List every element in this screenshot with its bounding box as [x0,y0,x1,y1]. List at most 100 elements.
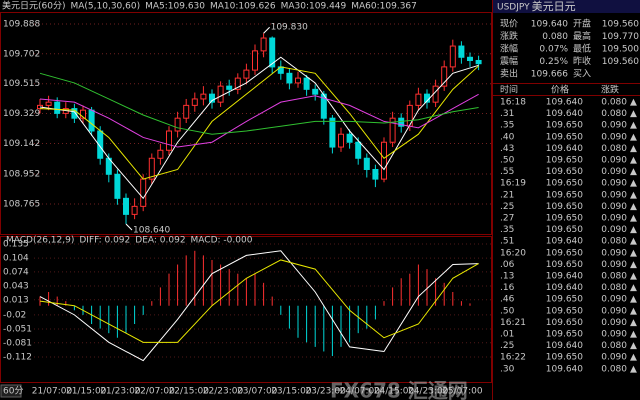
candle-body [217,85,224,103]
candle-body [123,197,129,215]
ticks-header: 时间 [500,84,518,96]
quote-label: 涨幅 [500,43,518,55]
candle-body [71,108,78,119]
tick-time: .35 [500,225,514,235]
candle-body [346,133,353,143]
candle-body [338,133,344,148]
candle-body [166,130,172,151]
ma-line [39,56,479,200]
tick-arrow: ▲ [630,98,637,108]
x-tick-label: 23/23:00 [305,387,346,397]
tick-price: 109.650 [546,202,583,212]
quote-label: 最低 [573,43,591,55]
tick-arrow: ▲ [630,214,637,224]
watermark: FX678 汇通网 [330,379,468,400]
tick-price: 109.650 [546,121,583,131]
y-tick-label: 109.142 [3,139,40,149]
candle-body [88,109,95,132]
tick-arrow: ▲ [630,283,637,293]
quote-label: 现价 [500,19,518,30]
tick-price: 109.650 [546,330,583,340]
candle-body [475,59,482,65]
candle-body [260,37,267,52]
tick-price: 109.640 [546,364,583,374]
quote-label: 买入 [573,69,591,80]
annotation-pointer [263,26,270,34]
candle-body [234,77,241,90]
tick-change: 0.080 [601,98,627,108]
candle-body [200,93,207,100]
annotation-pointer [125,223,133,231]
tick-arrow: ▲ [630,260,637,270]
tick-time: .40 [500,132,515,142]
candle-body [458,45,465,58]
tick-time: .01 [500,330,514,340]
candle-body [441,66,448,87]
tick-time: 16:21 [500,318,526,328]
quote-value: 109.560 [602,57,639,67]
tick-price: 109.640 [546,237,583,247]
tick-price: 109.650 [546,295,583,305]
tick-time: .06 [500,260,515,270]
tick-change: 0.090 [601,167,627,177]
tick-time: 16:18 [500,98,526,108]
candle-body [148,157,155,180]
x-tick-label: 24/15:00 [374,387,415,397]
quote-label: 最高 [573,30,591,42]
candle-body [269,37,276,68]
quote-label: 震幅 [500,55,518,67]
y-tick-label: 0.043 [3,282,29,292]
tick-time: .27 [500,214,514,224]
candle-body [183,104,190,119]
candle-body [80,109,86,119]
tick-arrow: ▲ [630,167,637,177]
tick-arrow: ▲ [630,306,637,316]
candle-body [363,157,370,170]
quote-label: 涨跌 [500,31,518,42]
tick-change: 0.090 [601,353,627,363]
y-tick-label: -0.051 [3,325,32,335]
tick-price: 109.650 [546,306,583,316]
macd-line [39,259,479,343]
tick-change: 0.080 [601,283,627,293]
tick-price: 109.640 [546,341,583,351]
macd-line [39,250,479,362]
tick-time: .50 [500,306,515,316]
tick-change: 0.080 [601,237,627,247]
legend-label: MA60:109.367 [351,2,417,12]
y-tick-label: -0.02 [3,310,26,320]
ma-line [39,72,479,135]
quote-value: 0.25% [539,57,568,67]
tick-change: 0.080 [601,272,627,282]
tick-change: 0.090 [601,330,627,340]
candle-body [415,93,422,106]
tick-arrow: ▲ [630,225,637,235]
legend-label: MA(5,10,30,60) [70,2,140,12]
tick-price: 109.650 [546,248,583,258]
x-tick-label: 22/07:00 [134,387,175,397]
tick-time: .43 [500,144,514,154]
tick-arrow: ▲ [630,318,637,328]
annotation: 109.830 [271,23,308,33]
tick-arrow: ▲ [630,179,637,189]
tick-price: 109.640 [546,109,583,119]
tick-time: .35 [500,121,514,131]
tick-price: 109.640 [546,98,583,108]
quote-header-bg [493,0,640,13]
tick-change: 0.090 [601,179,627,189]
tick-change: 0.090 [601,248,627,258]
y-tick-label: 0.135 [3,239,29,249]
quote-value: 109.640 [531,20,568,30]
legend-label: DIFF: 0.092 [79,236,130,246]
candle-body [295,77,301,84]
y-tick-label: 109.329 [3,109,40,119]
tick-price: 109.640 [546,272,583,282]
y-tick-label: 109.702 [3,49,40,59]
x-tick-label: 24/23:00 [408,387,449,397]
tick-time: .51 [500,237,514,247]
tick-time: .55 [500,167,514,177]
tick-change: 0.090 [601,225,627,235]
tick-arrow: ▲ [630,295,637,305]
tick-time: .25 [500,202,514,212]
y-tick-label: 109.888 [3,19,40,29]
